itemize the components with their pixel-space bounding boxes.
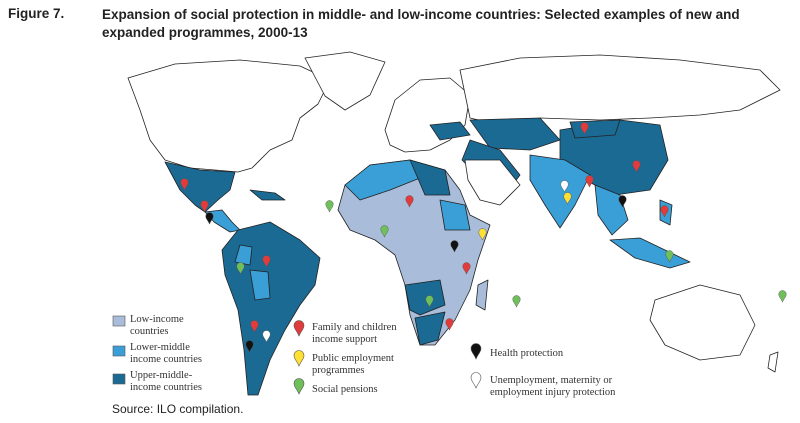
figure-label: Figure 7. <box>8 6 65 21</box>
legend-label: Public employment programmes <box>312 353 394 376</box>
legend-label: Unemployment, maternity or employment in… <box>490 375 616 398</box>
legend-label: Low-income countries <box>130 314 184 337</box>
legend-label: Health protection <box>490 348 564 359</box>
source-note: Source: ILO compilation. <box>112 402 244 416</box>
legend-swatches <box>112 315 126 385</box>
legend-label: Lower-middle income countries <box>130 342 203 365</box>
figure-title: Expansion of social protection in middle… <box>102 7 740 40</box>
countries <box>127 51 781 396</box>
legend-label: Social pensions <box>312 384 378 395</box>
legend-label: Upper-middle-income countries <box>130 370 203 393</box>
legend-label: Family and children income support <box>312 322 397 345</box>
